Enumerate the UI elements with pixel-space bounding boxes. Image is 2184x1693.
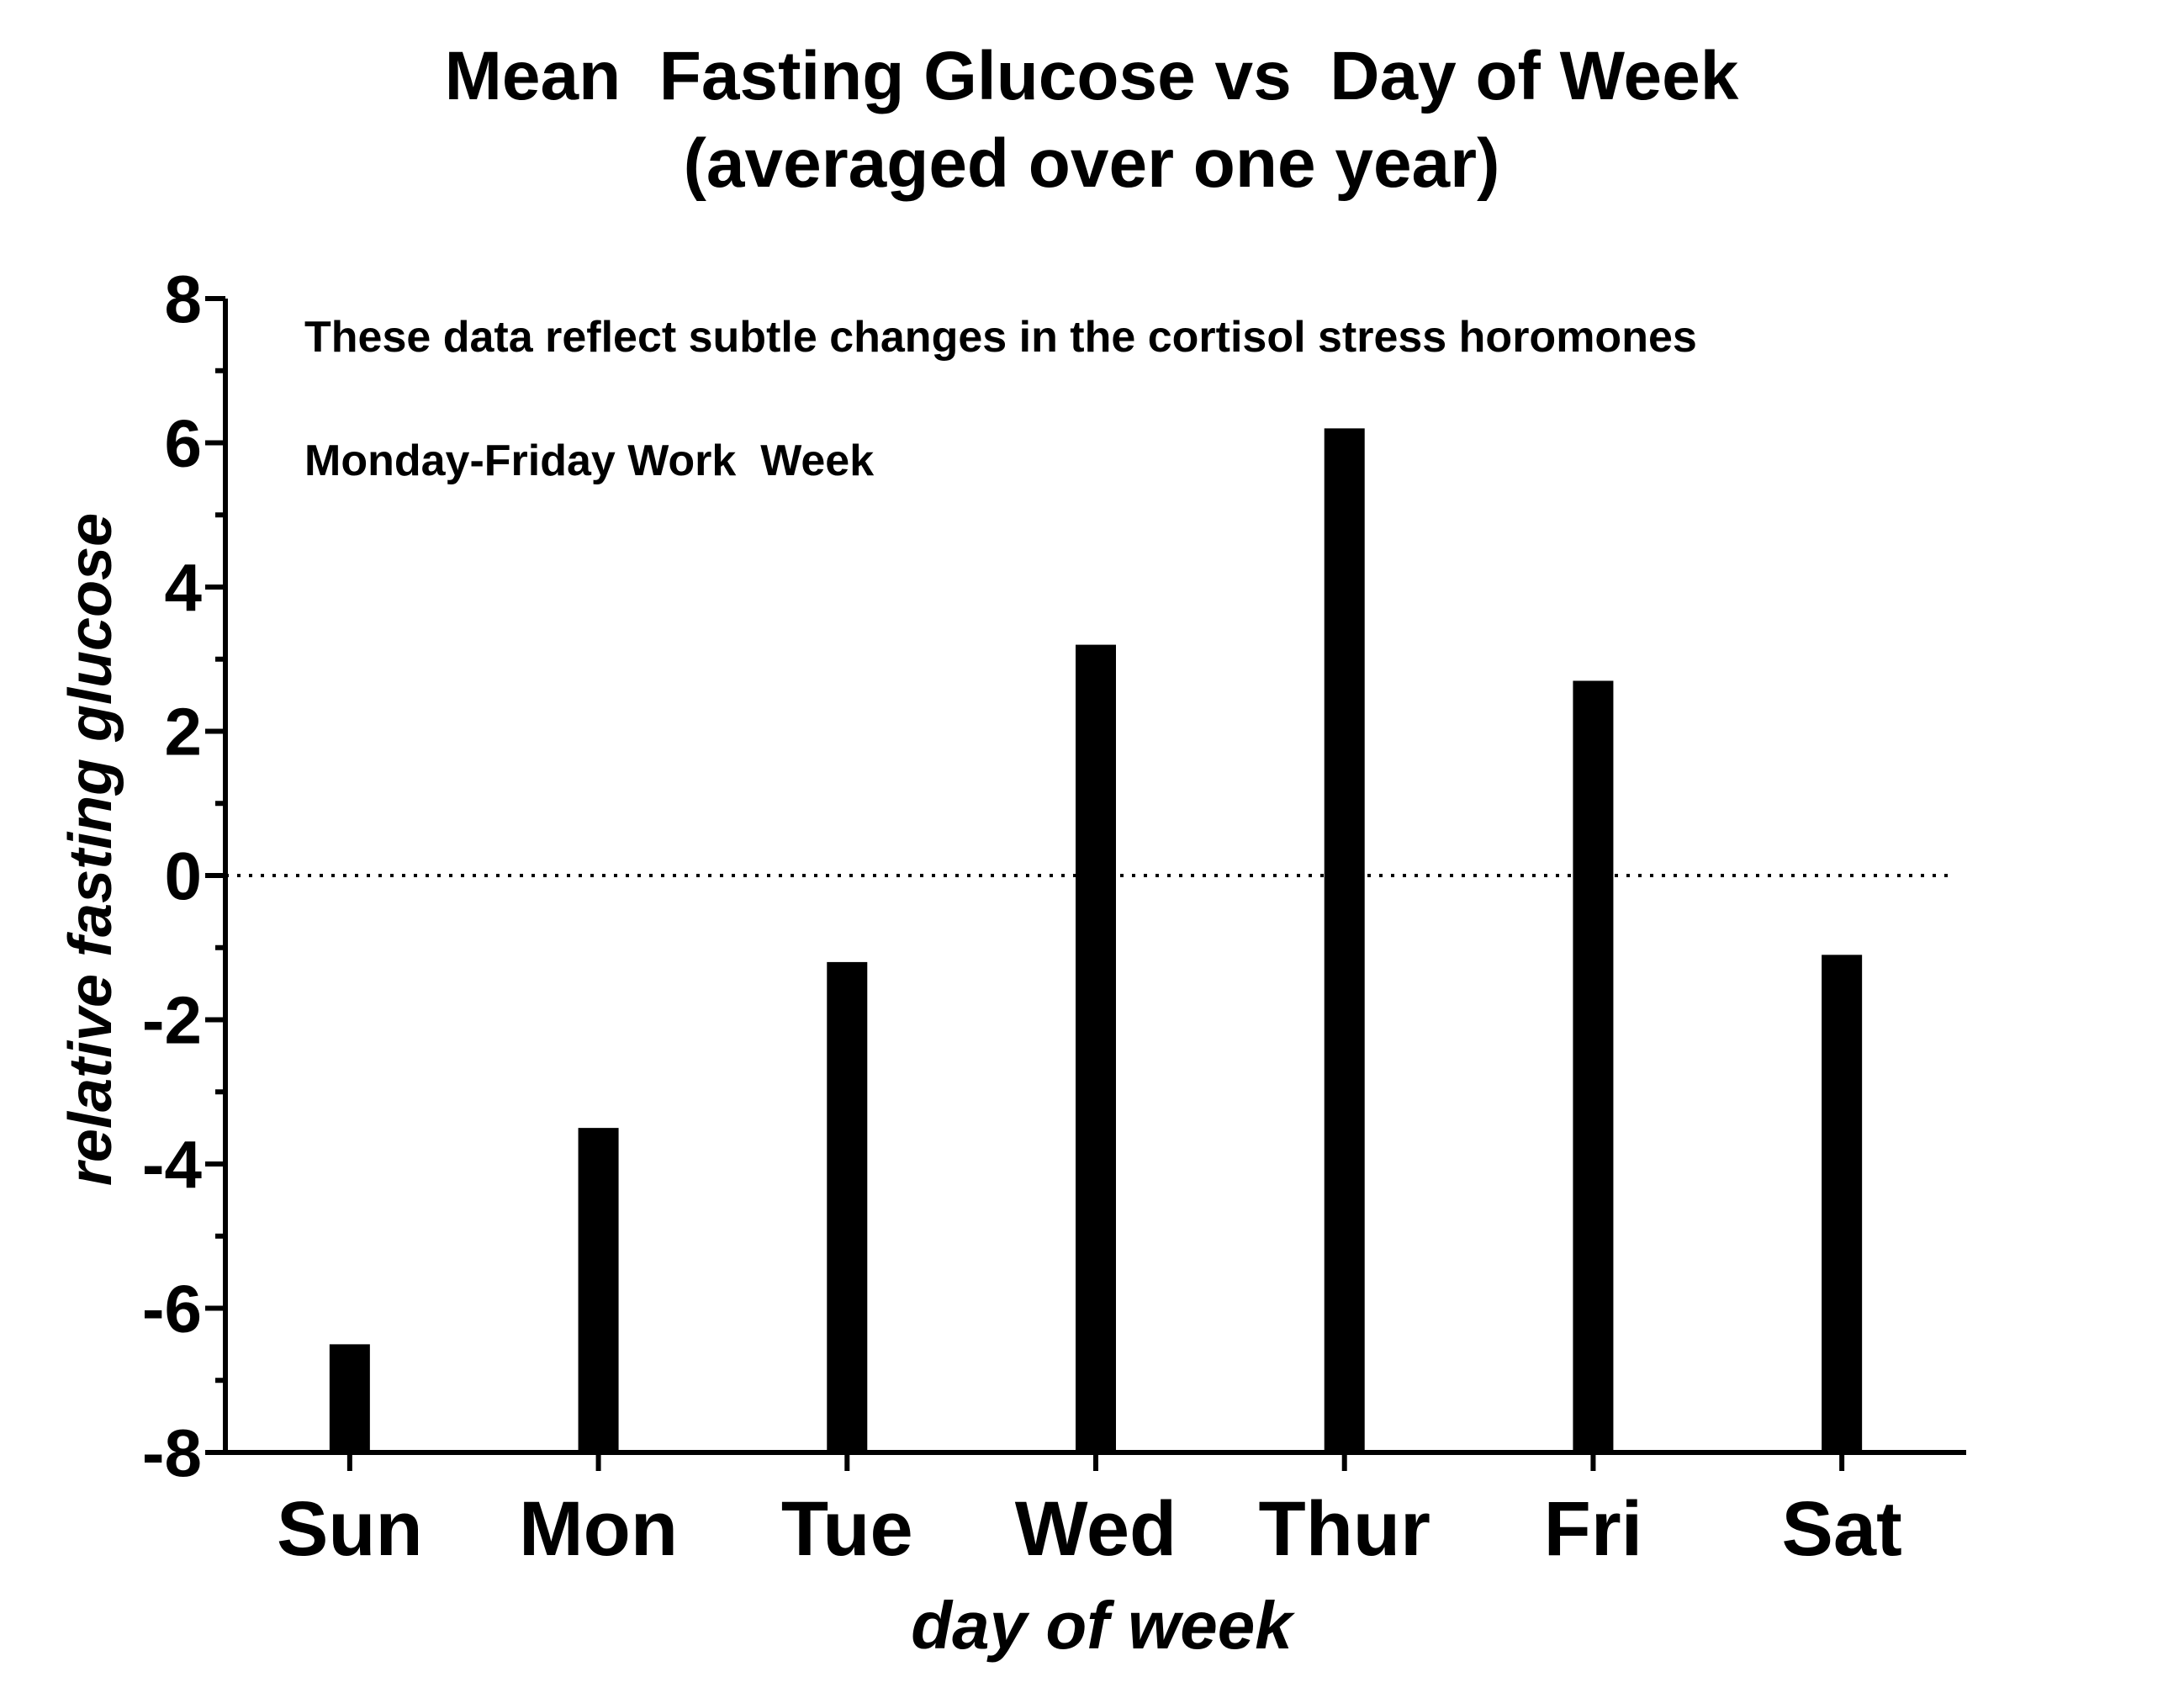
bar-fri <box>1573 680 1614 1452</box>
y-tick-label: -2 <box>142 983 202 1058</box>
x-tick-label-wed: Wed <box>1015 1486 1177 1572</box>
bars-group <box>329 428 1863 1453</box>
y-tick-label: -8 <box>142 1415 202 1490</box>
bar-sat <box>1822 955 1863 1452</box>
bar-thur <box>1324 428 1365 1453</box>
x-tick-label-thur: Thur <box>1259 1486 1430 1572</box>
axes-group: -8 -6 -4 -2 0 2 4 6 8 Sun Mon Tue Wed Thur Fri Sat <box>142 262 1966 1572</box>
annotation-cortisol: These data reflect subtle changes in the… <box>304 313 1697 362</box>
bar-wed <box>1076 644 1116 1452</box>
x-tick-label-tue: Tue <box>781 1486 913 1572</box>
y-axis-label: relative fasting glucose <box>57 513 124 1186</box>
x-tick-label-sat: Sat <box>1782 1486 1902 1572</box>
y-tick-label: -4 <box>142 1127 203 1202</box>
y-tick-label: 2 <box>165 695 203 770</box>
chart-subtitle: (averaged over one year) <box>684 125 1500 202</box>
x-tick-label-fri: Fri <box>1544 1486 1643 1572</box>
y-tick-label: 6 <box>165 406 203 481</box>
bar-tue <box>827 961 868 1452</box>
x-axis-label: day of week <box>911 1588 1295 1663</box>
y-tick-label: -6 <box>142 1272 202 1346</box>
x-tick-label-sun: Sun <box>277 1486 423 1572</box>
bar-mon <box>578 1128 619 1452</box>
bar-sun <box>329 1344 370 1452</box>
y-tick-label: 4 <box>165 550 203 625</box>
x-tick-label-mon: Mon <box>519 1486 678 1572</box>
y-tick-label: 8 <box>165 262 203 336</box>
chart-title: Mean Fasting Glucose vs Day of Week <box>445 38 1739 114</box>
y-tick-label: 0 <box>165 839 203 913</box>
annotation-work-week: Monday-Friday Work Week <box>304 436 874 485</box>
